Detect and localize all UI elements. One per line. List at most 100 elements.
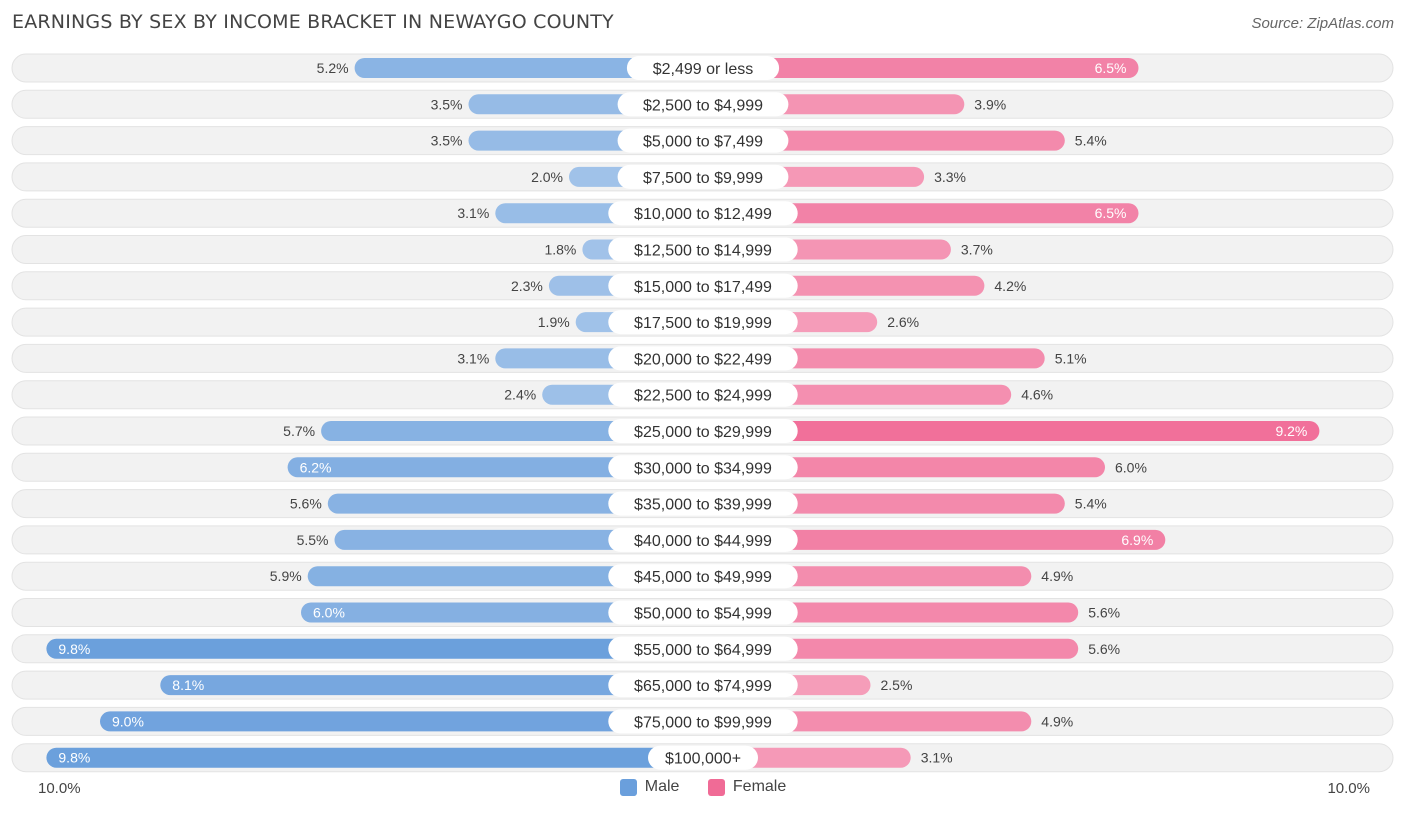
male-value-label: 3.1% [457, 205, 489, 221]
axis-right-label: 10.0% [1327, 780, 1370, 797]
male-bar [354, 58, 703, 78]
category-label: $2,499 or less [653, 61, 754, 78]
category-pill [608, 564, 798, 589]
category-label: $5,000 to $7,499 [643, 134, 763, 151]
male-value-label: 3.1% [457, 350, 489, 366]
male-value-label: 2.0% [531, 169, 563, 185]
category-label: $100,000+ [665, 751, 741, 768]
male-value-label: 5.2% [317, 60, 349, 76]
legend: Male Female [0, 778, 1406, 801]
female-value-label: 3.9% [974, 96, 1006, 112]
category-label: $22,500 to $24,999 [634, 388, 772, 405]
male-value-label: 1.9% [538, 314, 570, 330]
category-pill [626, 56, 780, 80]
male-bar [46, 747, 703, 768]
female-value-label: 6.9% [1121, 532, 1153, 548]
category-pill [608, 201, 798, 226]
category-pill [608, 419, 798, 443]
female-value-label: 4.2% [994, 278, 1026, 294]
category-pill [608, 527, 798, 552]
female-value-label: 3.3% [934, 169, 966, 185]
female-value-label: 4.6% [1021, 387, 1053, 403]
category-label: $50,000 to $54,999 [634, 606, 772, 623]
female-bar [703, 457, 1105, 478]
female-value-label: 6.5% [1095, 60, 1127, 76]
legend-swatch-female [707, 778, 725, 796]
male-bar [307, 566, 703, 587]
female-bar [703, 421, 1320, 441]
male-value-label: 6.0% [313, 605, 345, 621]
female-value-label: 5.6% [1088, 641, 1120, 657]
female-value-label: 5.4% [1075, 496, 1107, 512]
male-value-label: 2.3% [511, 278, 543, 294]
category-label: $75,000 to $99,999 [634, 714, 772, 731]
category-label: $25,000 to $29,999 [634, 424, 772, 441]
category-label: $40,000 to $44,999 [634, 533, 772, 550]
source-label: Source: ZipAtlas.com [1251, 15, 1394, 32]
female-value-label: 5.1% [1055, 350, 1087, 366]
category-label: $7,500 to $9,999 [643, 170, 763, 187]
male-bar [160, 675, 704, 696]
male-value-label: 1.8% [544, 242, 576, 258]
chart-title: EARNINGS BY SEX BY INCOME BRACKET IN NEW… [12, 11, 614, 33]
male-bar [321, 421, 703, 441]
male-bar [100, 711, 703, 732]
female-value-label: 4.9% [1041, 713, 1073, 729]
male-value-label: 3.5% [431, 133, 463, 149]
male-value-label: 3.5% [431, 96, 463, 112]
male-value-label: 6.2% [300, 459, 332, 475]
category-pill [648, 745, 758, 770]
legend-label-female: Female [732, 778, 787, 795]
legend-item-female[interactable]: Female [707, 778, 787, 796]
category-pill [608, 673, 798, 698]
female-value-label: 4.9% [1041, 568, 1073, 584]
category-label: $10,000 to $12,499 [634, 206, 772, 223]
category-pill [608, 455, 798, 480]
category-label: $15,000 to $17,499 [634, 279, 772, 296]
female-value-label: 2.5% [881, 677, 913, 693]
category-pill [608, 709, 798, 734]
female-value-label: 2.6% [887, 314, 919, 330]
category-pill [608, 273, 798, 298]
female-bar [703, 58, 1139, 78]
male-bar [46, 638, 703, 659]
male-value-label: 9.8% [58, 641, 90, 657]
female-bar [703, 130, 1065, 151]
axis-left-label: 10.0% [38, 780, 81, 797]
category-label: $35,000 to $39,999 [634, 497, 772, 514]
female-value-label: 6.5% [1095, 205, 1127, 221]
female-value-label: 3.1% [921, 750, 953, 766]
male-value-label: 5.5% [297, 532, 329, 548]
male-value-label: 9.8% [58, 750, 90, 766]
male-value-label: 9.0% [112, 713, 144, 729]
female-value-label: 9.2% [1275, 423, 1307, 439]
category-pill [608, 491, 798, 516]
category-pill [617, 92, 789, 117]
category-label: $20,000 to $22,499 [634, 351, 772, 368]
category-pill [608, 310, 798, 335]
category-pill [608, 382, 798, 407]
female-bar [703, 638, 1079, 659]
category-pill [608, 346, 798, 371]
category-pill [608, 237, 798, 262]
male-value-label: 5.9% [270, 568, 302, 584]
male-bar [301, 602, 703, 623]
legend-label-male: Male [644, 778, 680, 795]
male-value-label: 5.6% [290, 496, 322, 512]
male-value-label: 2.4% [504, 387, 536, 403]
category-pill [608, 636, 798, 661]
male-bar [327, 493, 703, 514]
category-label: $17,500 to $19,999 [634, 315, 772, 332]
category-label: $45,000 to $49,999 [634, 569, 772, 586]
category-label: $55,000 to $64,999 [634, 642, 772, 659]
category-label: $12,500 to $14,999 [634, 243, 772, 260]
category-pill [617, 128, 789, 153]
female-value-label: 5.4% [1075, 133, 1107, 149]
legend-swatch-male [619, 778, 637, 796]
female-value-label: 3.7% [961, 242, 993, 258]
female-bar [703, 203, 1139, 224]
category-pill [608, 600, 798, 625]
legend-item-male[interactable]: Male [619, 778, 680, 796]
female-value-label: 5.6% [1088, 605, 1120, 621]
